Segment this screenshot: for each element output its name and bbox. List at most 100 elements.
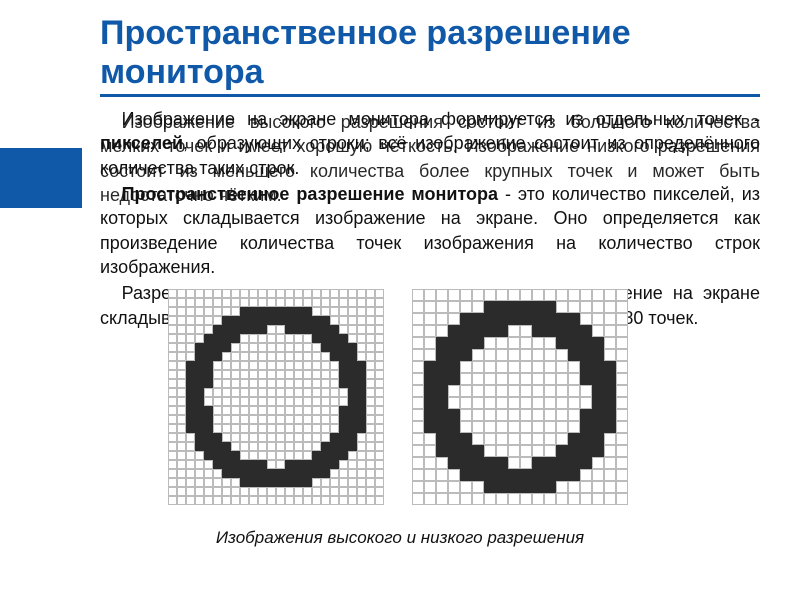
- pixel-cell: [267, 460, 276, 469]
- pixel-cell: [168, 415, 177, 424]
- pixel-cell: [312, 469, 321, 478]
- pixel-cell: [375, 487, 384, 496]
- pixel-cell: [496, 385, 508, 397]
- pixel-cell: [375, 424, 384, 433]
- pixel-cell: [276, 415, 285, 424]
- pixel-cell: [436, 301, 448, 313]
- pixel-cell: [177, 424, 186, 433]
- pixel-cell: [520, 361, 532, 373]
- pixel-cell: [285, 487, 294, 496]
- pixel-cell: [231, 460, 240, 469]
- pixel-cell: [222, 361, 231, 370]
- pixel-cell: [366, 298, 375, 307]
- pixel-cell: [592, 469, 604, 481]
- pixel-cell: [213, 370, 222, 379]
- pixel-cell: [321, 433, 330, 442]
- pixel-cell: [303, 424, 312, 433]
- pixel-cell: [436, 385, 448, 397]
- pixel-cell: [195, 469, 204, 478]
- accent-sidebar: [0, 148, 82, 208]
- pixel-cell: [412, 373, 424, 385]
- pixel-cell: [303, 442, 312, 451]
- pixel-cell: [592, 385, 604, 397]
- pixel-cell: [312, 316, 321, 325]
- pixel-cell: [592, 289, 604, 301]
- pixel-cell: [195, 406, 204, 415]
- pixel-cell: [204, 415, 213, 424]
- pixel-cell: [436, 349, 448, 361]
- pixel-cell: [484, 337, 496, 349]
- pixel-cell: [249, 370, 258, 379]
- pixel-cell: [532, 301, 544, 313]
- pixel-cell: [186, 496, 195, 505]
- pixel-cell: [580, 385, 592, 397]
- pixel-cell: [321, 496, 330, 505]
- pixel-cell: [448, 457, 460, 469]
- pixel-cell: [496, 313, 508, 325]
- pixel-cell: [231, 442, 240, 451]
- pixel-cell: [520, 373, 532, 385]
- pixel-cell: [375, 379, 384, 388]
- pixel-cell: [508, 493, 520, 505]
- pixel-cell: [604, 373, 616, 385]
- pixel-cell: [195, 325, 204, 334]
- pixel-cell: [616, 337, 628, 349]
- pixel-cell: [249, 469, 258, 478]
- pixel-cell: [448, 313, 460, 325]
- pixel-cell: [258, 334, 267, 343]
- pixel-cell: [472, 361, 484, 373]
- pixel-cell: [204, 496, 213, 505]
- pixel-cell: [240, 460, 249, 469]
- pixel-cell: [276, 442, 285, 451]
- pixel-cell: [186, 334, 195, 343]
- pixel-cell: [339, 307, 348, 316]
- pixel-cell: [412, 409, 424, 421]
- pixel-cell: [294, 496, 303, 505]
- pixel-cell: [195, 424, 204, 433]
- pixel-cell: [213, 433, 222, 442]
- pixel-cell: [195, 289, 204, 298]
- pixel-cell: [249, 334, 258, 343]
- pixel-cell: [240, 397, 249, 406]
- pixel-cell: [222, 406, 231, 415]
- pixel-cell: [240, 469, 249, 478]
- pixel-cell: [357, 451, 366, 460]
- pixel-cell: [424, 421, 436, 433]
- pixel-cell: [357, 343, 366, 352]
- pixel-cell: [357, 469, 366, 478]
- pixel-cell: [592, 301, 604, 313]
- pixel-cell: [204, 343, 213, 352]
- pixel-cell: [568, 433, 580, 445]
- pixel-cell: [258, 388, 267, 397]
- pixel-cell: [412, 337, 424, 349]
- pixel-cell: [213, 343, 222, 352]
- pixel-cell: [472, 433, 484, 445]
- pixel-cell: [285, 334, 294, 343]
- pixel-cell: [204, 361, 213, 370]
- pixel-cell: [186, 289, 195, 298]
- pixel-cell: [321, 469, 330, 478]
- pixel-cell: [195, 415, 204, 424]
- pixel-cell: [330, 460, 339, 469]
- pixel-cell: [222, 325, 231, 334]
- pixel-cell: [484, 361, 496, 373]
- pixel-cell: [177, 496, 186, 505]
- pixel-cell: [448, 349, 460, 361]
- pixel-cell: [321, 415, 330, 424]
- pixel-cell: [195, 298, 204, 307]
- pixel-cell: [339, 325, 348, 334]
- pixel-cell: [267, 397, 276, 406]
- pixel-cell: [213, 397, 222, 406]
- pixel-cell: [204, 298, 213, 307]
- pixel-cell: [276, 406, 285, 415]
- pixel-cell: [195, 451, 204, 460]
- pixel-cell: [532, 433, 544, 445]
- pixel-cell: [424, 457, 436, 469]
- pixel-cell: [258, 298, 267, 307]
- pixel-cell: [532, 457, 544, 469]
- pixel-cell: [532, 289, 544, 301]
- pixel-cell: [366, 460, 375, 469]
- pixel-cell: [177, 352, 186, 361]
- pixel-cell: [321, 334, 330, 343]
- pixel-cell: [222, 424, 231, 433]
